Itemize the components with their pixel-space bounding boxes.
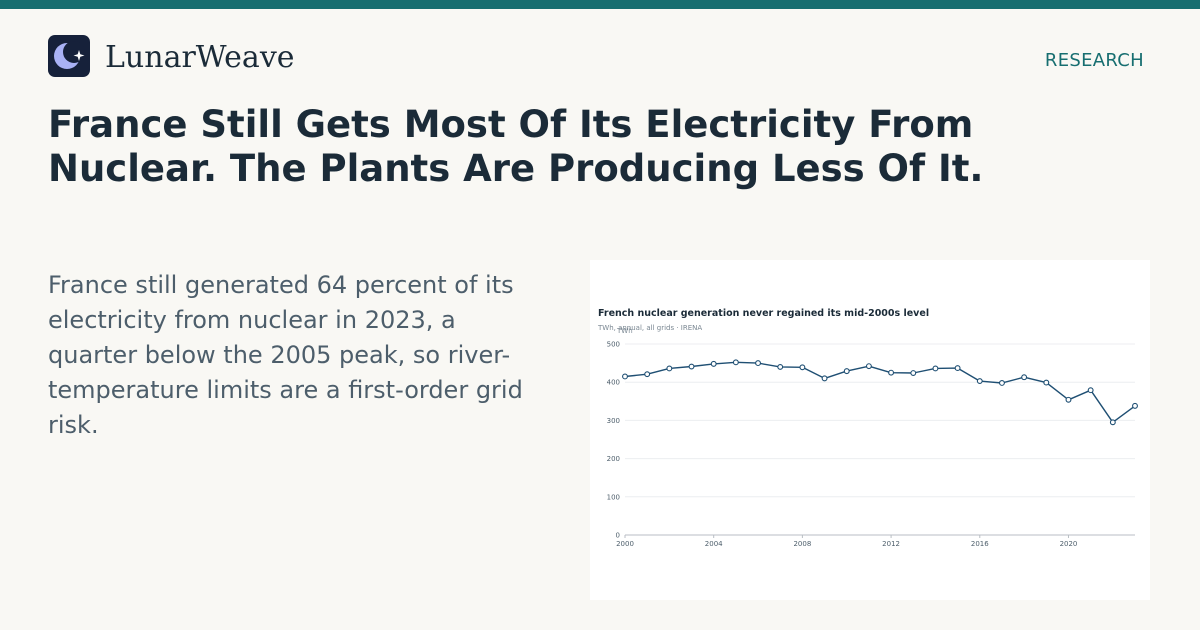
data-point	[1021, 374, 1028, 381]
chart-card: French nuclear generation never regained…	[590, 260, 1150, 600]
data-point	[954, 365, 961, 372]
brand-name[interactable]: LunarWeave	[105, 40, 295, 75]
data-point	[755, 360, 761, 367]
y-tick-label: 100	[607, 493, 620, 501]
data-point	[1043, 379, 1050, 386]
data-point	[910, 370, 917, 376]
headline: France Still Gets Most Of Its Electricit…	[48, 103, 984, 190]
data-point	[688, 363, 695, 370]
data-point	[644, 371, 651, 378]
y-tick-label: 300	[607, 417, 620, 425]
data-point	[1132, 402, 1138, 409]
data-point	[888, 369, 895, 376]
line-chart: French nuclear generation never regained…	[597, 308, 1138, 548]
data-point	[999, 380, 1005, 386]
data-point	[710, 360, 717, 367]
y-tick-label: 0	[616, 532, 620, 540]
y-tick-label: 400	[607, 379, 620, 387]
data-point	[622, 373, 628, 380]
data-point	[1065, 396, 1072, 403]
x-tick-label: 2008	[793, 540, 811, 548]
x-tick-label: 2012	[882, 540, 900, 548]
data-point	[666, 365, 673, 372]
data-point	[843, 368, 850, 375]
data-point	[777, 363, 784, 370]
data-point	[821, 375, 828, 382]
chart-subtitle: TWh, annual, all grids · IRENA	[597, 324, 702, 332]
article-dek: France still generated 64 percent of its…	[48, 271, 523, 439]
data-point	[976, 378, 983, 385]
x-tick-label: 2020	[1060, 540, 1078, 548]
moon-star-icon	[54, 41, 85, 69]
series-line	[624, 361, 1136, 424]
y-tick-label: 200	[607, 455, 620, 463]
data-point	[932, 365, 939, 372]
data-point	[732, 359, 739, 366]
section-label[interactable]: RESEARCH	[1044, 50, 1144, 71]
chart-title: French nuclear generation never regained…	[598, 308, 929, 319]
top-accent-bar	[0, 0, 1200, 9]
data-point	[1109, 419, 1116, 426]
y-tick-label: 500	[607, 341, 620, 349]
brand-logo[interactable]	[48, 35, 90, 77]
data-point	[865, 363, 872, 370]
x-tick-label: 2016	[971, 540, 989, 548]
data-point	[1087, 387, 1094, 394]
x-tick-label: 2004	[705, 540, 723, 548]
x-tick-label: 2000	[616, 540, 634, 548]
data-point	[799, 364, 806, 371]
y-axis-label: TWh	[616, 327, 633, 335]
